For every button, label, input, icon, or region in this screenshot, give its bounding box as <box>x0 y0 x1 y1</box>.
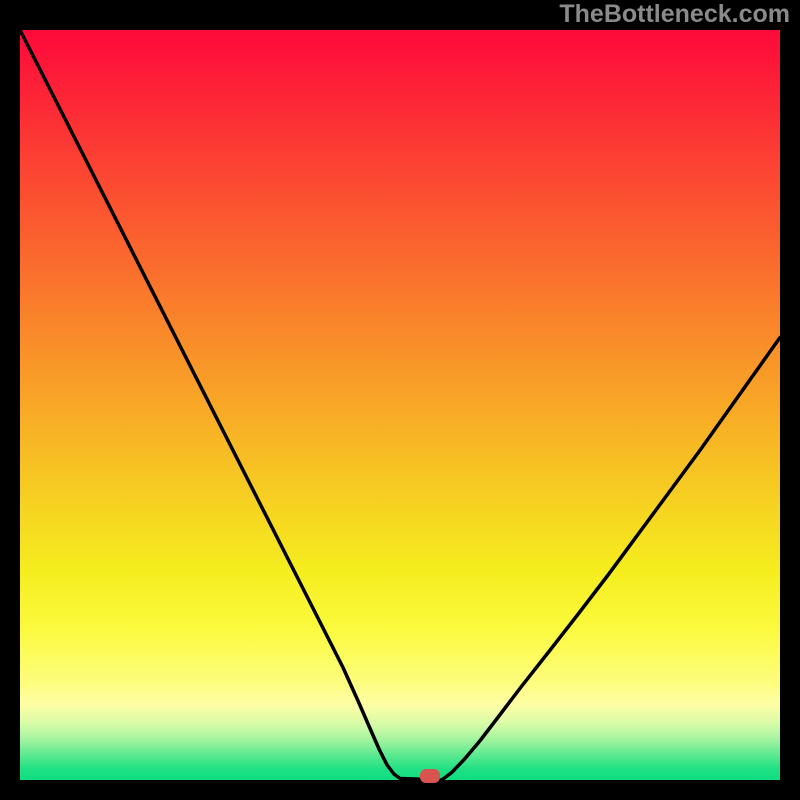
optimum-marker <box>420 769 440 783</box>
plot-area <box>20 30 780 780</box>
chart-svg <box>20 30 780 780</box>
watermark-text: TheBottleneck.com <box>559 0 790 29</box>
gradient-background <box>20 30 780 780</box>
chart-frame: TheBottleneck.com <box>0 0 800 800</box>
